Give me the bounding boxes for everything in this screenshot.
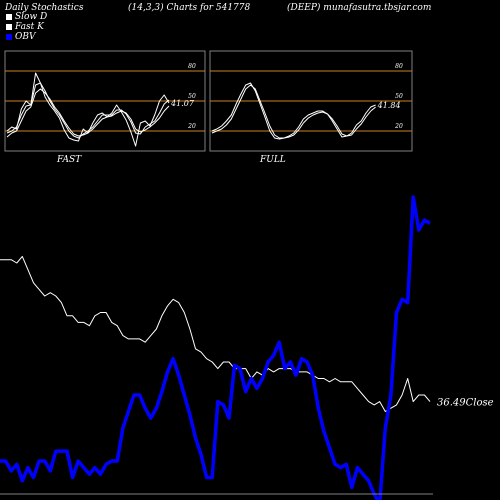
fast-tick-label-50: 50	[188, 93, 196, 100]
full-tick-label-50: 50	[395, 93, 403, 100]
close-price-label: 36.49Close	[437, 398, 494, 409]
full-last-value-label: 41.84	[377, 101, 401, 110]
fast-stoch-line-2	[6, 88, 170, 138]
full-tick-label-80: 80	[395, 63, 403, 70]
legend-fast-k-label: Fast K	[15, 22, 44, 32]
fast-tick-label-80: 80	[188, 63, 196, 70]
chart-header-left: Daily Stochastics	[5, 3, 84, 13]
legend-obv: OBV	[5, 32, 36, 42]
obv-line	[0, 195, 431, 500]
legend-slow-d: Slow D	[5, 12, 47, 22]
chart-header-middle: (14,3,3) Charts for 541778	[128, 3, 251, 13]
legend-slow-d-label: Slow D	[15, 12, 48, 22]
full-stoch-line-0	[211, 82, 376, 140]
legend-slow-d-swatch	[5, 12, 13, 21]
fast-last-value-label: 41.07	[170, 99, 195, 108]
legend-obv-swatch	[5, 32, 13, 41]
legend-fast-k: Fast K	[5, 22, 44, 32]
legend-fast-k-swatch	[5, 22, 13, 31]
legend-obv-label: OBV	[15, 32, 36, 42]
chart-header-right: (DEEP) munafasutra.tbsjar.com	[287, 3, 432, 13]
fast-tick-label-20: 20	[187, 123, 196, 130]
fast-panel-title: FAST	[56, 155, 82, 165]
close-price-line	[0, 255, 431, 412]
full-tick-label-20: 20	[394, 123, 403, 130]
full-panel-title: FULL	[259, 155, 286, 165]
full-stoch-line-1	[211, 84, 376, 139]
